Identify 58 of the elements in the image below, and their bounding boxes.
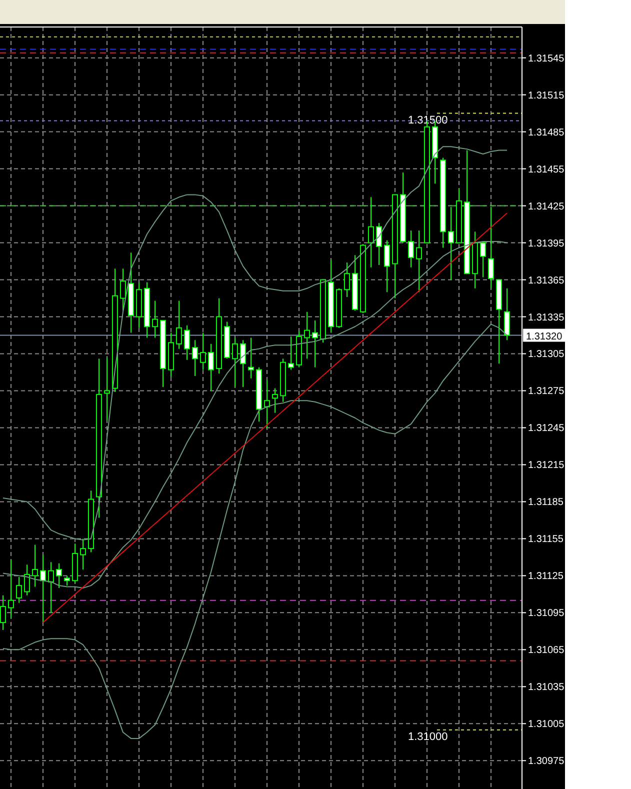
y-tick-label: 1.31215 (528, 460, 565, 472)
y-tick-label: 1.31005 (528, 719, 565, 730)
candlestick (24, 564, 30, 596)
candlestick (480, 241, 486, 278)
candlestick (344, 262, 350, 298)
candlestick (272, 388, 278, 414)
candlestick (184, 324, 190, 360)
line-series (2, 146, 508, 540)
candlestick (248, 337, 254, 379)
y-tick-label: 1.31545 (528, 53, 565, 64)
ref-line-label: 1.31000 (408, 730, 448, 743)
candlestick (176, 300, 182, 350)
candlestick (504, 288, 510, 341)
candlestick (32, 544, 38, 588)
candlestick (120, 268, 126, 312)
y-tick-label: 1.31515 (528, 90, 565, 102)
y-tick-label: 1.31065 (528, 645, 565, 656)
y-tick-label: 1.31095 (528, 608, 565, 620)
y-tick-label: 1.31305 (528, 349, 565, 360)
candlestick (384, 240, 390, 293)
candlestick (304, 311, 310, 360)
y-tick-label: 1.31485 (528, 127, 565, 138)
ref-line-label: 1.31320 (526, 331, 563, 342)
candlestick (8, 559, 14, 618)
candlestick (64, 575, 70, 586)
candlestick (192, 340, 198, 376)
candlestick (264, 379, 270, 428)
y-tick-label: 1.31455 (528, 164, 565, 176)
candlestick (208, 343, 214, 392)
y-tick-label: 1.31155 (528, 534, 564, 546)
candlestick (152, 300, 158, 338)
y-tick-label: 1.31185 (528, 497, 564, 508)
y-tick-label: 1.31245 (528, 423, 565, 434)
candlestick (240, 340, 246, 388)
candlestick (16, 576, 22, 604)
y-tick-label: 1.31275 (528, 386, 565, 398)
candlestick (56, 562, 62, 589)
candlestick (48, 562, 54, 614)
y-tick-label: 1.31335 (528, 312, 565, 324)
candlestick (80, 538, 86, 570)
candlestick (448, 206, 454, 280)
y-tick-label: 1.31425 (528, 201, 565, 212)
y-tick-label: 1.31125 (528, 571, 564, 582)
candlestick (232, 337, 238, 388)
y-tick-label: 1.31035 (528, 682, 565, 694)
candlestick (200, 332, 206, 370)
candlestick (416, 230, 422, 293)
candlestick (368, 196, 374, 268)
candlestick (312, 320, 318, 368)
candlestick (408, 230, 414, 268)
candlestick (40, 554, 46, 624)
candlestick (288, 336, 294, 370)
candlestick (488, 206, 494, 289)
y-tick-label: 1.30975 (528, 756, 565, 768)
candlestick (104, 356, 110, 421)
y-tick-label: 1.31395 (528, 238, 565, 250)
candlestick (376, 222, 382, 266)
y-tick-label: 1.31365 (528, 275, 565, 286)
